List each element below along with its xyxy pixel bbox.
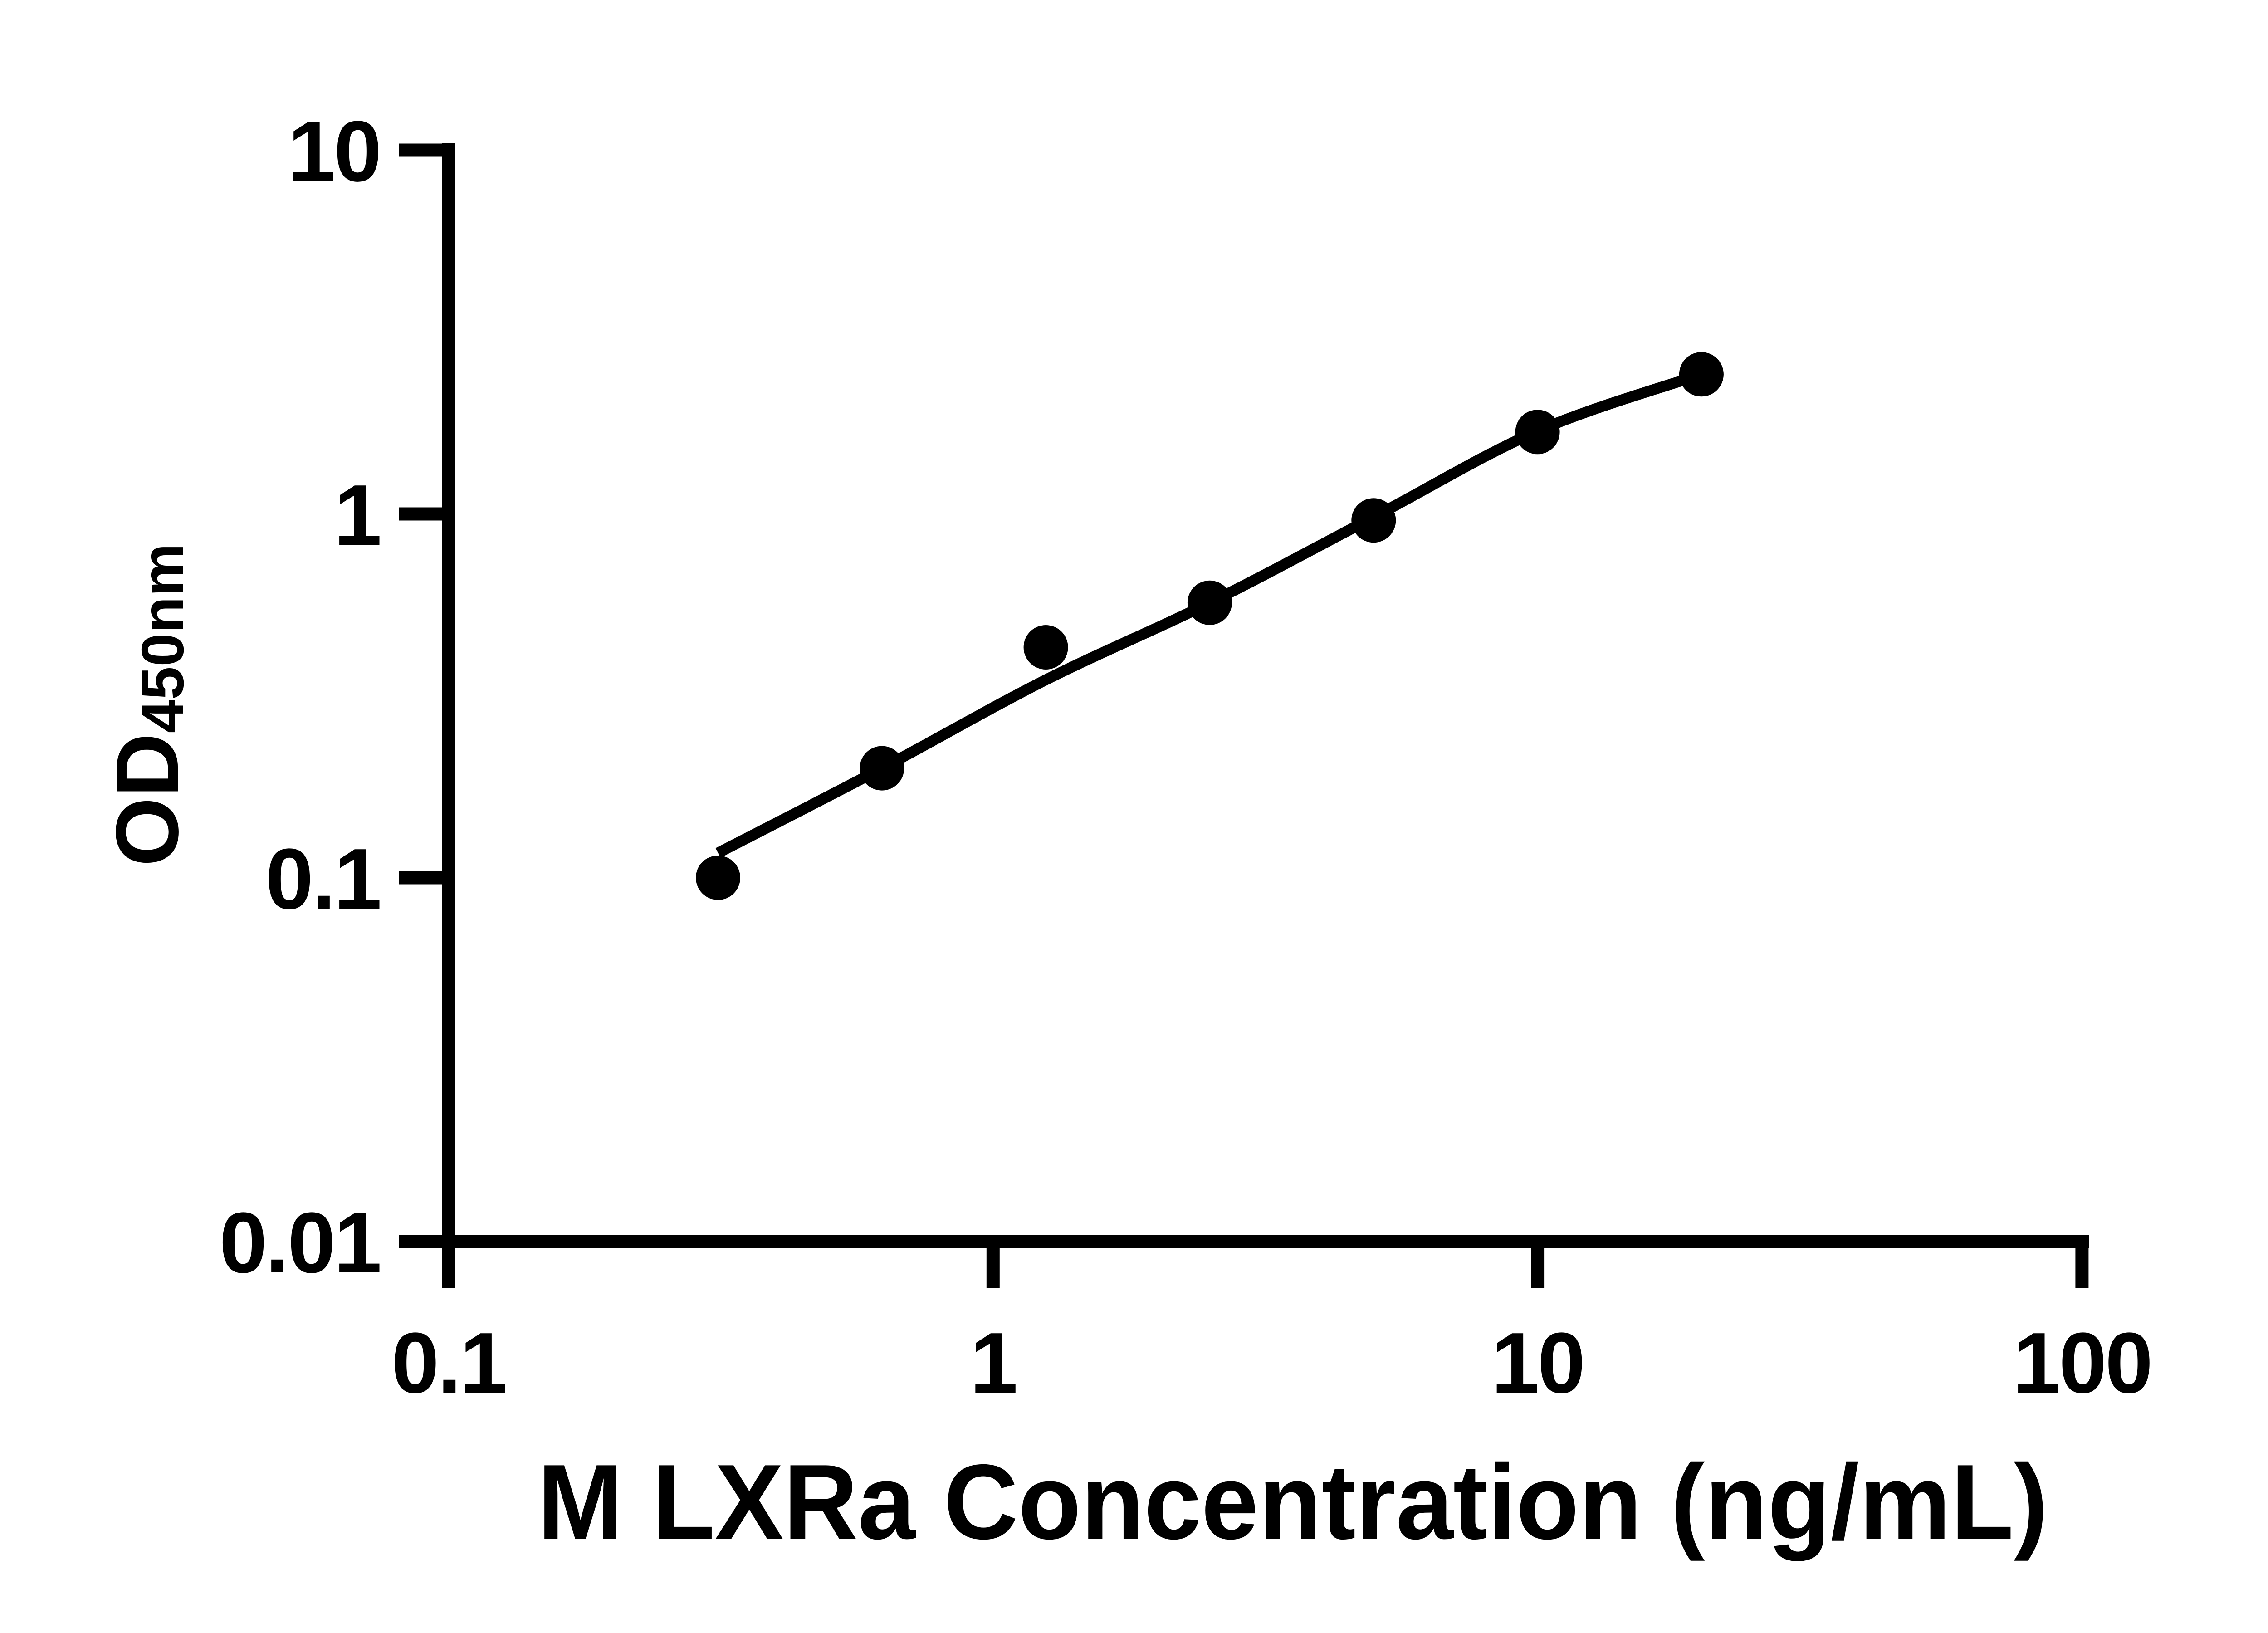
x-tick-marks [442, 1242, 2089, 1288]
data-point [1023, 625, 1068, 670]
x-tick-labels: 0.1 1 10 100 [391, 1315, 2153, 1411]
x-tick-label: 10 [1491, 1315, 1584, 1411]
y-axis-title-main: OD [98, 733, 197, 866]
y-tick-label: 1 [334, 467, 380, 563]
x-tick-label: 1 [970, 1315, 1016, 1411]
data-point [860, 746, 904, 791]
y-tick-label: 0.01 [219, 1195, 380, 1291]
data-point [696, 856, 740, 900]
y-tick-labels: 0.01 0.1 1 10 [219, 103, 381, 1291]
data-point [1187, 580, 1232, 625]
x-axis-title: M LXRa Concentration (ng/mL) [538, 1442, 2048, 1561]
y-tick-label: 0.1 [265, 831, 380, 927]
data-point [1351, 498, 1396, 543]
data-points [696, 352, 1724, 900]
x-tick-label: 100 [2013, 1315, 2151, 1411]
data-point [1515, 410, 1560, 455]
x-tick-label: 0.1 [391, 1315, 506, 1411]
y-tick-marks [399, 143, 455, 1248]
data-point [1679, 352, 1724, 397]
y-tick-label: 10 [288, 103, 380, 200]
y-axis-title-subscript: 450nm [129, 543, 196, 733]
y-axis-title: OD450nm [98, 543, 197, 866]
